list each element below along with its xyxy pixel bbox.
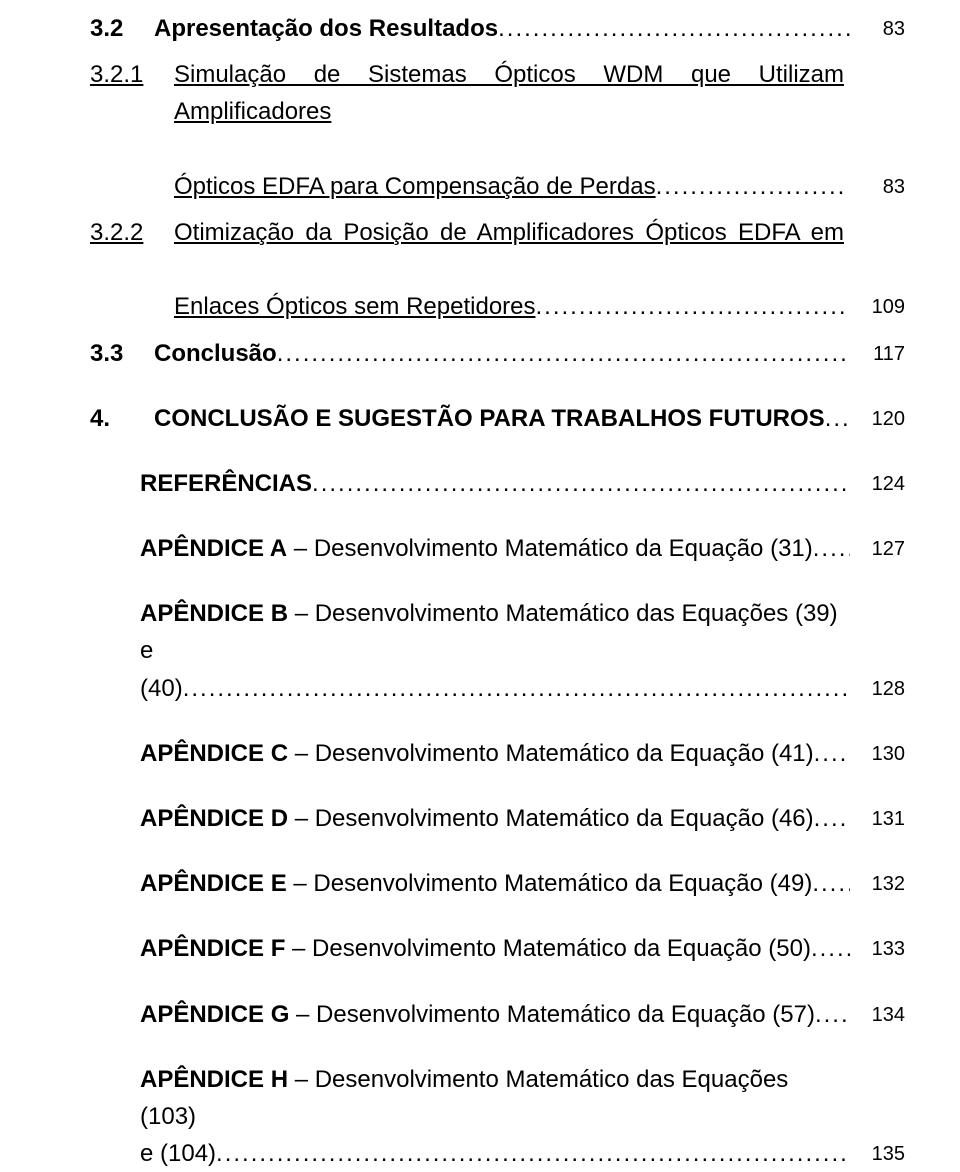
entry-page: 130 — [850, 735, 905, 770]
entry-page: 132 — [850, 865, 905, 900]
entry-page: 124 — [850, 465, 905, 500]
appendix-label: APÊNDICE G — [140, 1001, 289, 1028]
dot-leader: ........................................… — [825, 400, 850, 437]
toc-entry-appendix-g: APÊNDICE G – Desenvolvimento Matemático … — [90, 996, 905, 1033]
entry-title: Conclusão — [154, 335, 277, 372]
appendix-label: APÊNDICE C — [140, 740, 288, 767]
dot-leader: ........................................… — [814, 800, 850, 837]
toc-entry-appendix-f: APÊNDICE F – Desenvolvimento Matemático … — [90, 930, 905, 967]
entry-title: REFERÊNCIAS — [140, 465, 312, 502]
dot-leader: ........................................… — [183, 670, 850, 707]
entry-page: 133 — [850, 930, 905, 965]
spacer — [850, 595, 905, 630]
entry-title-line1: Simulação de Sistemas Ópticos WDM que Ut… — [174, 56, 850, 168]
entry-page: 83 — [850, 168, 905, 203]
entry-page: 134 — [850, 996, 905, 1031]
appendix-label: APÊNDICE B — [140, 600, 288, 627]
dot-leader: ........................................… — [216, 1135, 850, 1172]
appendix-desc: – Desenvolvimento Matemático da Equação … — [288, 805, 814, 832]
entry-number: 3.2.1 — [90, 56, 174, 93]
entry-number: 3.2.2 — [90, 214, 174, 251]
entry-page: 128 — [850, 670, 905, 705]
toc-entry-3.2: 3.2 Apresentação dos Resultados ........… — [90, 10, 905, 47]
appendix-label: APÊNDICE F — [140, 935, 285, 962]
toc-entry-3.2.2: 3.2.2 Otimização da Posição de Amplifica… — [90, 214, 905, 288]
toc-entry-appendix-e: APÊNDICE E – Desenvolvimento Matemático … — [90, 865, 905, 902]
entry-title-line2: Ópticos EDFA para Compensação de Perdas — [174, 168, 656, 205]
appendix-desc: – Desenvolvimento Matemático da Equação … — [287, 535, 813, 562]
dot-leader: ........................................… — [656, 168, 844, 205]
entry-page: 117 — [850, 335, 905, 370]
entry-page: 109 — [850, 288, 905, 323]
appendix-desc: – Desenvolvimento Matemático da Equação … — [285, 935, 811, 962]
spacer — [850, 1061, 905, 1096]
toc-entry-appendix-h: APÊNDICE H – Desenvolvimento Matemático … — [90, 1061, 905, 1135]
entry-title-line2: Enlaces Ópticos sem Repetidores — [174, 288, 536, 325]
entry-title-line1: Otimização da Posição de Amplificadores … — [174, 214, 850, 288]
spacer — [850, 214, 905, 249]
toc-entry-3.2.1: 3.2.1 Simulação de Sistemas Ópticos WDM … — [90, 56, 905, 168]
entry-number: 3.2 — [90, 10, 154, 47]
dot-leader: ........................................… — [814, 735, 850, 772]
entry-page: 120 — [850, 400, 905, 435]
toc-entry-appendix-b-cont: (40) ...................................… — [90, 670, 905, 707]
appendix-label: APÊNDICE D — [140, 805, 288, 832]
spacer — [90, 168, 174, 205]
entry-page: 135 — [850, 1135, 905, 1170]
toc-entry-3.3: 3.3 Conclusão ..........................… — [90, 335, 905, 372]
dot-leader: ........................................… — [812, 865, 850, 902]
spacer — [90, 288, 174, 325]
appendix-desc: – Desenvolvimento Matemático da Equação … — [288, 740, 814, 767]
toc-entry-appendix-d: APÊNDICE D – Desenvolvimento Matemático … — [90, 800, 905, 837]
dot-leader: ........................................… — [498, 10, 850, 47]
appendix-desc: – Desenvolvimento Matemático da Equação … — [289, 1001, 815, 1028]
toc-entry-appendix-b: APÊNDICE B – Desenvolvimento Matemático … — [90, 595, 905, 669]
dot-leader: ........................................… — [312, 465, 850, 502]
dot-leader: ........................................… — [811, 930, 850, 967]
dot-leader: ........................................… — [815, 996, 850, 1033]
spacer — [850, 56, 905, 91]
entry-page: 127 — [850, 530, 905, 565]
toc-entry-appendix-a: APÊNDICE A – Desenvolvimento Matemático … — [90, 530, 905, 567]
appendix-desc-line2: e (104) — [140, 1135, 216, 1172]
entry-number: 4. — [90, 400, 154, 437]
toc-entry-4: 4. CONCLUSÃO E SUGESTÃO PARA TRABALHOS F… — [90, 400, 905, 437]
appendix-desc: – Desenvolvimento Matemático da Equação … — [287, 870, 813, 897]
toc-entry-3.2.1-cont: Ópticos EDFA para Compensação de Perdas … — [90, 168, 905, 205]
toc-entry-appendix-h-cont: e (104) ................................… — [90, 1135, 905, 1172]
entry-number: 3.3 — [90, 335, 154, 372]
entry-page: 83 — [850, 10, 905, 45]
dot-leader: ........................................… — [277, 335, 850, 372]
toc-entry-appendix-c: APÊNDICE C – Desenvolvimento Matemático … — [90, 735, 905, 772]
toc-entry-references: REFERÊNCIAS ............................… — [90, 465, 905, 502]
entry-page: 131 — [850, 800, 905, 835]
appendix-label: APÊNDICE A — [140, 535, 287, 562]
appendix-label: APÊNDICE E — [140, 870, 287, 897]
appendix-desc-line2: (40) — [140, 670, 183, 707]
dot-leader: ........................................… — [813, 530, 850, 567]
toc-page: 3.2 Apresentação dos Resultados ........… — [0, 0, 960, 985]
dot-leader: ........................................… — [536, 288, 845, 325]
entry-title: Apresentação dos Resultados — [154, 10, 498, 47]
appendix-label: APÊNDICE H — [140, 1066, 288, 1093]
entry-title: CONCLUSÃO E SUGESTÃO PARA TRABALHOS FUTU… — [154, 400, 825, 437]
toc-entry-3.2.2-cont: Enlaces Ópticos sem Repetidores ........… — [90, 288, 905, 325]
